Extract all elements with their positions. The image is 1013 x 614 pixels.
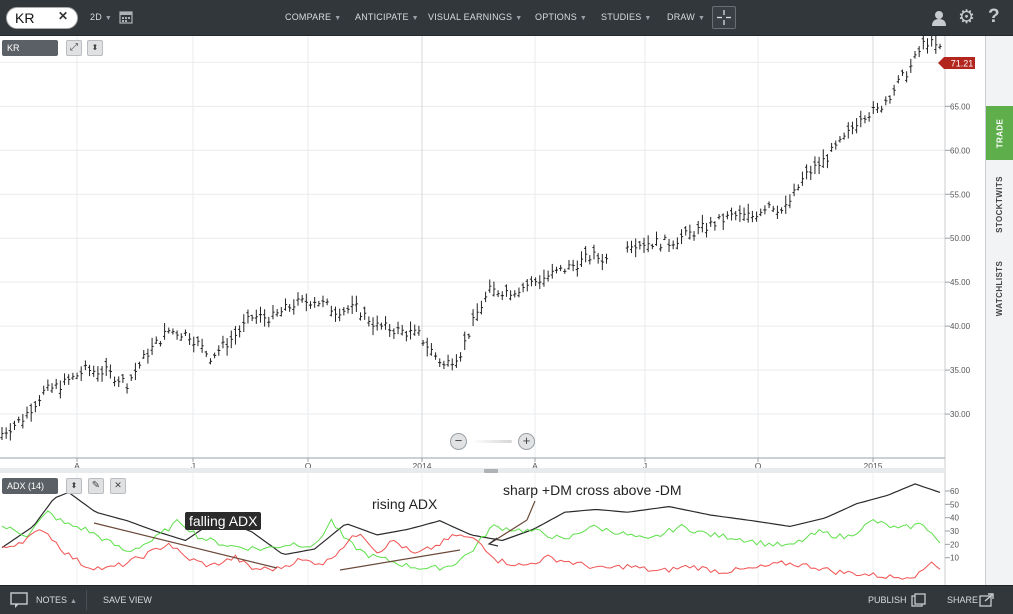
tab-trade[interactable]: TRADE — [986, 106, 1013, 160]
last-price-text: 71.21 — [951, 59, 974, 69]
x-tick-label: A — [532, 461, 538, 471]
publish-button[interactable]: PUBLISH — [868, 595, 907, 605]
bottom-divider — [86, 590, 87, 610]
x-tick-label: J — [643, 461, 647, 471]
bottom-toolbar: NOTES ▲ SAVE VIEW PUBLISH SHARE — [0, 585, 1013, 614]
x-tick-label: O — [305, 461, 312, 471]
panel-divider[interactable] — [0, 468, 945, 473]
y-tick-label: 45.00 — [950, 278, 971, 287]
adx-series-di — [1, 529, 941, 580]
x-tick-label: A — [74, 461, 80, 471]
studies-menu[interactable]: STUDIES ▼ — [601, 12, 652, 22]
adx-tick-label: 20 — [950, 540, 959, 549]
chart-area[interactable]: 70.0065.0060.0055.0050.0045.0040.0035.00… — [0, 32, 985, 585]
y-tick-label: 60.00 — [950, 146, 971, 155]
x-tick-label: J — [191, 461, 195, 471]
adx-tick-label: 10 — [950, 554, 959, 563]
tab-watchlists[interactable]: WATCHLISTS — [995, 260, 1004, 316]
share-button[interactable]: SHARE — [947, 595, 979, 605]
y-tick-label: 35.00 — [950, 366, 971, 375]
adx-tick-label: 50 — [950, 500, 959, 509]
compare-menu[interactable]: COMPARE ▼ — [285, 12, 342, 22]
adx-series-di — [1, 510, 941, 571]
adx-y-axis: 60 50 40 30 20 10 — [945, 487, 959, 563]
cross-arrow-line — [526, 500, 536, 521]
remove-study-icon[interactable]: ✕ — [110, 478, 126, 494]
calendar-icon[interactable] — [119, 10, 133, 24]
adx-tick-label: 60 — [950, 487, 959, 496]
zoom-in-button[interactable]: + — [518, 433, 535, 450]
annotation-trendlines — [93, 500, 536, 571]
gear-icon[interactable]: ⚙ — [958, 7, 976, 28]
y-tick-label: 30.00 — [950, 410, 971, 419]
notes-button[interactable]: NOTES ▲ — [36, 595, 77, 605]
draw-menu[interactable]: DRAW ▼ — [667, 12, 706, 22]
price-y-axis: 70.0065.0060.0055.0050.0045.0040.0035.00… — [945, 58, 971, 419]
cross-arrow-shaft — [488, 519, 528, 545]
crosshair-icon — [717, 10, 731, 25]
zoom-control: − + — [450, 432, 540, 452]
y-tick-label: 65.00 — [950, 102, 971, 111]
y-tick-label: 40.00 — [950, 322, 971, 331]
grid-lines — [0, 36, 945, 458]
adx-series-adx — [1, 483, 941, 555]
expand-icon[interactable]: ⤢ — [66, 40, 82, 56]
save-view-button[interactable]: SAVE VIEW — [103, 595, 152, 605]
rising-adx-trendline — [339, 549, 461, 571]
last-price-badge: 71.21 — [938, 57, 975, 69]
top-toolbar: KR ✕ 2D ▼ COMPARE ▼ ANTICIPATE ▼ VISUAL EAR… — [0, 0, 1013, 36]
clear-symbol-icon[interactable]: ✕ — [58, 9, 69, 23]
symbol-input[interactable]: KR — [6, 7, 78, 29]
options-menu[interactable]: OPTIONS ▼ — [535, 12, 588, 22]
falling-adx-annotation: falling ADX — [185, 512, 262, 530]
x-tick-label: 2014 — [413, 461, 432, 471]
y-tick-label: 50.00 — [950, 234, 971, 243]
notes-icon[interactable] — [10, 592, 28, 609]
x-tick-label: 2015 — [864, 461, 883, 471]
adx-tick-label: 30 — [950, 527, 959, 536]
time-x-axis: A J O 2014 A J O 2015 — [74, 458, 883, 471]
price-bars — [0, 32, 942, 441]
edit-study-icon[interactable]: ✎ — [88, 478, 104, 494]
move-panel-icon[interactable]: ⬍ — [87, 40, 103, 56]
adx-tick-label: 40 — [950, 514, 959, 523]
x-tick-label: O — [755, 461, 762, 471]
main-symbol-label: KR — [2, 40, 58, 56]
zoom-out-button[interactable]: − — [450, 433, 467, 450]
share-icon[interactable] — [979, 592, 995, 607]
y-tick-label: 55.00 — [950, 190, 971, 199]
tab-stocktwits[interactable]: STOCKTWITS — [995, 175, 1004, 233]
divider-handle-icon[interactable] — [484, 469, 498, 473]
help-icon[interactable]: ? — [988, 6, 1000, 27]
chart-canvas[interactable]: 70.0065.0060.0055.0050.0045.0040.0035.00… — [0, 32, 985, 585]
anticipate-menu[interactable]: ANTICIPATE ▼ — [355, 12, 419, 22]
user-icon[interactable] — [931, 10, 947, 26]
visual-earnings-menu[interactable]: VISUAL EARNINGS ▼ — [428, 12, 523, 22]
right-sidebar: TRADE STOCKTWITS WATCHLISTS — [985, 36, 1013, 585]
rising-adx-annotation: rising ADX — [372, 496, 438, 512]
publish-icon[interactable] — [911, 593, 926, 607]
move-study-icon[interactable]: ⬍ — [66, 478, 82, 494]
zoom-slider[interactable] — [472, 440, 512, 443]
dm-cross-annotation: sharp +DM cross above -DM — [503, 482, 682, 498]
adx-lines — [1, 483, 941, 580]
adx-study-label: ADX (14) — [2, 478, 58, 494]
arrowhead-icon — [487, 537, 499, 547]
main-plot-bg — [0, 36, 945, 458]
period-dropdown[interactable]: 2D ▼ — [90, 12, 113, 22]
crosshair-button[interactable] — [712, 6, 736, 29]
falling-adx-trendline — [93, 522, 278, 569]
